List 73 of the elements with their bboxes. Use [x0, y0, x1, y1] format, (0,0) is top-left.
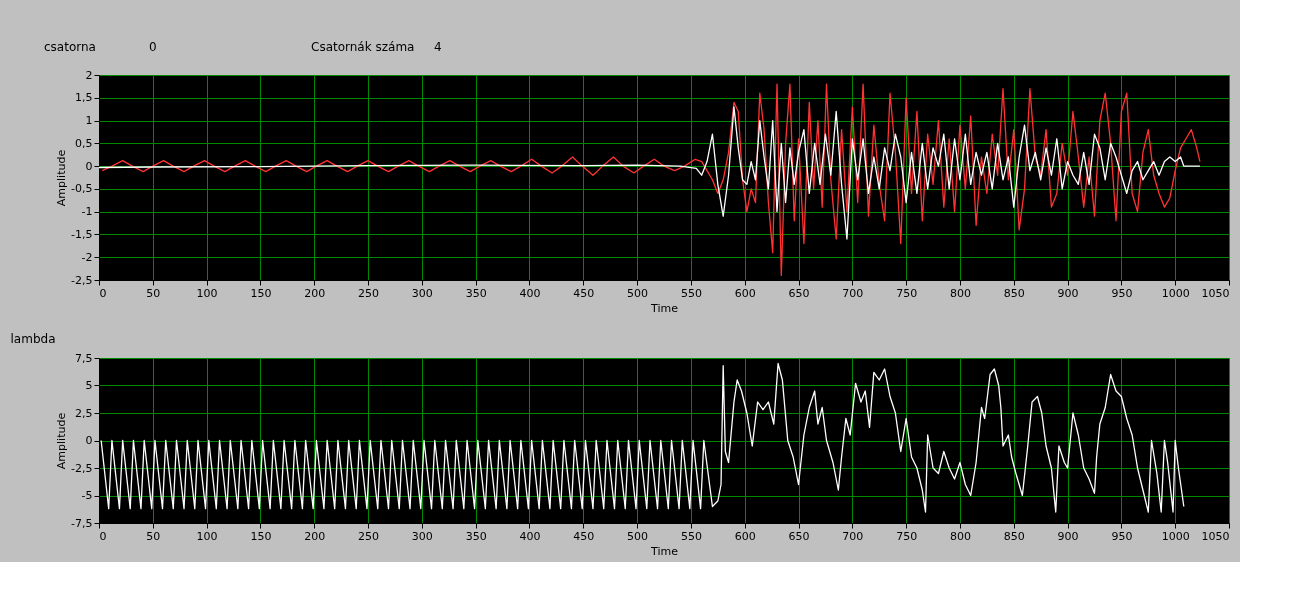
x-tick-label: 50 [146, 286, 161, 300]
x-tick-label: 500 [627, 529, 649, 543]
x-tick-label: 400 [519, 286, 541, 300]
y-tick-label: 5 [85, 379, 93, 392]
line-series [100, 362, 1185, 513]
y-tick-label: -2 [81, 250, 93, 264]
y-tick-label: -1 [81, 205, 93, 219]
x-tick-label: 200 [304, 529, 326, 543]
x-axis-title: Time [650, 301, 679, 315]
y-tick-label: 0 [85, 434, 93, 447]
x-tick-label: 150 [250, 529, 272, 543]
x-axis-title: Time [650, 544, 679, 558]
x-tick-label: 300 [411, 286, 433, 300]
y-tick-label: -1,5 [71, 227, 93, 241]
y-tick-label: 0,5 [75, 136, 93, 150]
x-tick-label: 950 [1111, 286, 1133, 300]
x-tick-label: 1050 [1201, 286, 1230, 300]
text: Csatornák száma [311, 40, 415, 54]
x-tick-label: 0 [99, 286, 107, 300]
x-tick-label: 800 [949, 529, 971, 543]
x-tick-label: 250 [358, 529, 380, 543]
x-tick-label: 700 [842, 529, 864, 543]
x-tick-label: 250 [358, 286, 380, 300]
x-tick-label: 100 [196, 529, 218, 543]
line-series [101, 83, 1201, 277]
x-tick-label: 750 [896, 286, 918, 300]
x-tick-label: 850 [1003, 529, 1025, 543]
y-tick-label: -2,5 [71, 273, 93, 287]
x-tick-label: 50 [146, 529, 161, 543]
y-tick-label: 1,5 [75, 91, 93, 105]
x-tick-label: 1000 [1161, 529, 1190, 543]
x-tick-label: 700 [842, 286, 864, 300]
chart-title: lambda [10, 332, 56, 346]
line-series [98, 106, 1201, 240]
x-tick-label: 1050 [1201, 529, 1230, 543]
x-tick-label: 600 [734, 529, 756, 543]
x-tick-label: 200 [304, 286, 326, 300]
y-axis-title: Amplitude [55, 412, 69, 470]
x-tick-label: 950 [1111, 529, 1133, 543]
x-tick-label: 600 [734, 286, 756, 300]
x-tick-label: 550 [680, 286, 702, 300]
x-tick-label: 650 [788, 529, 810, 543]
x-tick-label: 650 [788, 286, 810, 300]
x-tick-label: 400 [519, 529, 541, 543]
x-tick-label: 350 [465, 529, 487, 543]
x-tick-label: 150 [250, 286, 272, 300]
y-tick-label: 2,5 [75, 406, 93, 420]
x-tick-label: 550 [680, 529, 702, 543]
x-tick-label: 0 [99, 529, 107, 543]
x-tick-label: 450 [573, 529, 595, 543]
y-tick-label: -0,5 [71, 182, 93, 196]
y-tick-label: 1 [85, 114, 93, 128]
y-tick-label: 0 [85, 159, 93, 173]
y-tick-label: -2,5 [71, 461, 93, 475]
x-tick-label: 750 [896, 529, 918, 543]
y-tick-label: 2 [85, 68, 93, 82]
x-tick-label: 900 [1057, 286, 1079, 300]
y-axis-title: Amplitude [55, 149, 69, 207]
x-tick-label: 800 [949, 286, 971, 300]
x-tick-label: 450 [573, 286, 595, 300]
x-tick-label: 1000 [1161, 286, 1190, 300]
x-tick-label: 900 [1057, 529, 1079, 543]
text: csatorna [44, 40, 96, 54]
x-tick-label: 100 [196, 286, 218, 300]
x-tick-label: 300 [411, 529, 433, 543]
y-tick-label: -5 [81, 489, 93, 502]
x-tick-label: 500 [627, 286, 649, 300]
x-tick-label: 350 [465, 286, 487, 300]
y-tick-label: -7,5 [71, 516, 93, 530]
y-tick-label: 7,5 [75, 351, 93, 365]
text: 0 [149, 40, 157, 54]
x-tick-label: 850 [1003, 286, 1025, 300]
text: 4 [434, 40, 442, 54]
